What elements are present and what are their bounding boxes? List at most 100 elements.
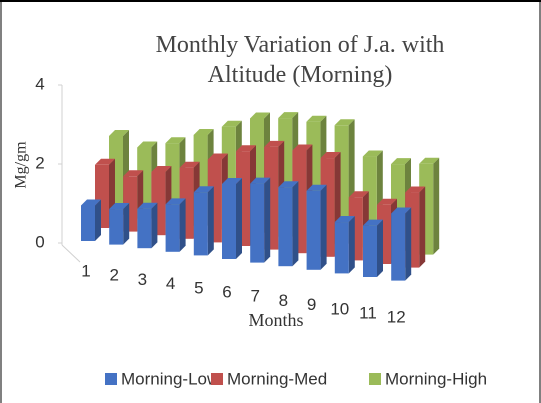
bar-top — [179, 161, 200, 168]
bar — [222, 177, 242, 259]
x-tick-label: 10 — [330, 299, 349, 318]
bar-top — [292, 144, 313, 151]
x-tick-label: 2 — [109, 266, 118, 285]
bar-top — [137, 141, 158, 148]
x-tick-label: 9 — [307, 295, 316, 314]
bar — [81, 199, 101, 241]
bar-top — [419, 157, 440, 164]
bar-front — [137, 208, 152, 249]
bar-side — [377, 219, 383, 277]
legend-label: Morning-Low — [121, 369, 220, 388]
y-tick-label: 0 — [35, 232, 44, 251]
bar-side — [348, 216, 355, 274]
bar-top — [362, 150, 383, 157]
bar — [165, 198, 186, 252]
bar-side — [264, 177, 271, 263]
x-tick-label: 12 — [387, 308, 406, 327]
y-tick-label: 4 — [35, 74, 44, 93]
bar-side — [419, 186, 426, 268]
bar-side — [95, 199, 101, 241]
legend-label: Morning-Med — [227, 369, 327, 388]
bar-side — [292, 181, 299, 267]
x-tick-label: 11 — [359, 303, 377, 322]
bar-top — [95, 158, 115, 165]
floor-edge — [61, 244, 81, 263]
bar-front — [306, 190, 321, 270]
bar-side — [207, 186, 214, 256]
y-tick-label: 2 — [35, 153, 44, 172]
bar-top — [151, 166, 172, 172]
x-tick-label: 8 — [279, 291, 288, 310]
x-tick-label: 3 — [138, 270, 147, 289]
x-tick-label: 4 — [166, 274, 175, 293]
bar-front — [250, 183, 265, 263]
bar-side — [123, 203, 130, 245]
bar-front — [165, 204, 180, 252]
bar-side — [151, 202, 158, 249]
bar-top — [165, 137, 186, 144]
bar — [391, 207, 412, 281]
bar-front — [109, 209, 124, 245]
bar-top — [222, 177, 242, 184]
x-tick-label: 6 — [222, 282, 231, 301]
legend-swatch — [105, 373, 117, 385]
bar-top — [193, 186, 214, 193]
bar-front — [363, 225, 377, 277]
bar-top — [221, 120, 242, 127]
bar-top — [363, 219, 383, 226]
bar-top — [109, 203, 130, 210]
bar-top — [306, 115, 327, 122]
x-tick-label: 7 — [250, 287, 259, 306]
bar — [109, 203, 130, 245]
bar-front — [222, 183, 236, 259]
bar-top — [320, 152, 341, 159]
bar-top — [391, 207, 412, 214]
bar-top — [348, 191, 369, 198]
y-axis-label: Mg/gm — [13, 141, 30, 189]
bar-top — [250, 177, 271, 184]
bar-top — [123, 170, 144, 177]
x-tick-label: 5 — [194, 278, 203, 297]
bar — [334, 216, 355, 274]
bar-top — [81, 199, 101, 206]
bar-top — [334, 216, 355, 223]
bar — [250, 177, 271, 263]
bar-top — [377, 198, 397, 205]
bar-top — [250, 112, 270, 119]
bar-top — [193, 128, 214, 135]
bar-front — [334, 222, 349, 274]
bar-top — [334, 119, 355, 126]
bar-front — [81, 205, 95, 241]
bar-side — [405, 207, 412, 281]
bar-top — [278, 181, 299, 188]
bar-top — [207, 153, 228, 160]
bar-top — [278, 112, 299, 119]
legend-swatch — [369, 373, 381, 385]
bar-side — [179, 198, 186, 252]
bar — [363, 219, 383, 277]
bar-top — [306, 184, 327, 191]
bar-top — [137, 202, 158, 209]
x-tick-label: 1 — [81, 261, 90, 280]
bar-front — [278, 187, 293, 267]
bar — [137, 202, 158, 249]
bar-side — [236, 177, 242, 259]
bar-side — [433, 157, 440, 255]
bar-front — [391, 213, 406, 281]
bar-top — [109, 130, 129, 136]
legend-swatch — [211, 373, 223, 385]
bar-top — [391, 158, 411, 165]
x-axis-label: Months — [248, 310, 303, 330]
bar-side — [320, 184, 327, 270]
bar-front — [193, 192, 208, 256]
bar — [193, 186, 214, 256]
bar-top — [405, 186, 426, 193]
bar — [278, 181, 299, 267]
bar-top — [236, 145, 256, 152]
legend-label: Morning-High — [385, 369, 487, 388]
bar-top — [165, 198, 186, 205]
bar — [306, 184, 327, 270]
chart-title: Monthly Variation of J.a. with Altitude … — [155, 32, 445, 88]
